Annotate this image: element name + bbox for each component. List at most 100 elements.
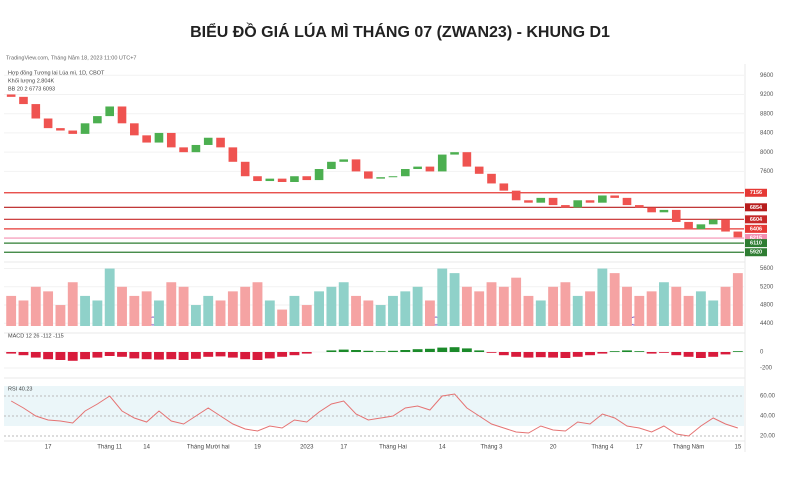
y-tick-label: 20.00 [760, 434, 776, 440]
candle [388, 176, 398, 178]
volume-bar [264, 300, 275, 326]
macd-bar [363, 350, 374, 352]
candle [228, 147, 238, 162]
macd-bar [560, 352, 571, 358]
macd-bar [597, 352, 608, 354]
candle [68, 130, 78, 134]
volume-bar [117, 286, 127, 326]
volume-bar [55, 305, 66, 326]
volume-bar [252, 282, 263, 326]
candle [376, 177, 385, 179]
x-tick-label: Tháng Năm [673, 445, 704, 451]
macd-bar [351, 350, 361, 352]
volume-bar [461, 286, 472, 326]
volume-bar [375, 305, 386, 326]
macd-bar [609, 351, 620, 352]
candle [462, 152, 472, 167]
x-tick-label: 19 [254, 445, 261, 451]
level-label: 6604 [750, 217, 763, 223]
candle [19, 96, 28, 105]
macd-bar [671, 352, 682, 356]
macd-bar [18, 352, 29, 356]
level-label: 5920 [750, 250, 762, 256]
x-tick-label: 15 [734, 445, 741, 451]
macd-bar [498, 352, 509, 356]
volume-bar [6, 295, 17, 326]
macd-bar [129, 352, 140, 359]
macd-bar [659, 352, 669, 353]
volume-bar [548, 286, 559, 326]
y-tick-label: 7600 [760, 169, 774, 175]
candle [265, 178, 275, 182]
candle [191, 144, 201, 153]
volume-bar [80, 295, 90, 326]
y-tick-label: 9200 [760, 92, 774, 98]
panel-title: MACD 12 26 -112 -115 [8, 333, 64, 339]
volume-bar [683, 295, 694, 326]
volume-bar [634, 295, 645, 326]
level-tag [745, 234, 767, 243]
x-tick-label: Tháng 3 [480, 445, 503, 451]
candle [56, 128, 65, 131]
candle [6, 94, 16, 97]
volume-bar [424, 300, 435, 326]
macd-bar [178, 352, 189, 360]
candle [142, 135, 151, 143]
macd-bar [43, 352, 54, 360]
macd-bar [203, 352, 214, 357]
x-tick-label: 14 [439, 445, 446, 451]
volume-bar [92, 300, 103, 326]
level-tag [745, 248, 767, 257]
volume-bar [498, 286, 509, 326]
candle [659, 209, 669, 213]
candle [622, 197, 632, 206]
macd-bar [92, 352, 103, 358]
y-tick-label: -200 [760, 366, 773, 372]
x-tick-label: 2023 [300, 445, 314, 451]
candle [573, 200, 583, 208]
legend-text: Hợp đồng Tương lai Lúa mì, 1D, CBOT [8, 70, 105, 76]
candle [314, 169, 324, 181]
macd-bar [683, 352, 694, 357]
y-tick-label: 4800 [760, 303, 774, 309]
candle [351, 159, 361, 172]
candle [487, 173, 496, 184]
macd-bar [535, 352, 546, 358]
source: TradingView.com, Tháng Năm 18, 2023 11:0… [6, 55, 137, 61]
volume-bar [30, 286, 41, 326]
candle [610, 195, 619, 198]
level-tag [745, 203, 767, 212]
candle [166, 132, 176, 148]
macd-bar [80, 352, 90, 360]
candle [117, 106, 127, 124]
candle [290, 176, 299, 182]
y-tick-label: 4400 [760, 321, 774, 327]
y-tick-label: 8000 [760, 150, 774, 156]
macd-bar [646, 352, 657, 354]
y-tick-label: 5600 [760, 266, 774, 272]
macd-bar [227, 352, 238, 358]
x-tick-label: 17 [636, 445, 643, 451]
macd-bar [622, 350, 632, 352]
macd-bar [30, 352, 41, 358]
macd-bar [326, 350, 337, 352]
macd-bar [264, 352, 275, 359]
macd-bar [289, 352, 300, 356]
volume-bar [609, 273, 620, 326]
volume-bar [449, 273, 460, 326]
macd-bar [708, 352, 719, 357]
macd-bar [55, 352, 66, 360]
level-label: 6110 [750, 241, 762, 247]
volume-bar [646, 291, 657, 326]
volume-bar [326, 286, 337, 326]
volume-bar [671, 286, 682, 326]
macd-bar [388, 350, 398, 352]
volume-bar [597, 268, 608, 326]
volume-bar [227, 291, 238, 326]
volume-bar [301, 305, 312, 326]
candle [154, 132, 164, 143]
candle [733, 231, 743, 238]
rsi-band [4, 386, 744, 426]
y-tick-label: 0 [760, 350, 764, 356]
macd-bar [634, 351, 645, 352]
